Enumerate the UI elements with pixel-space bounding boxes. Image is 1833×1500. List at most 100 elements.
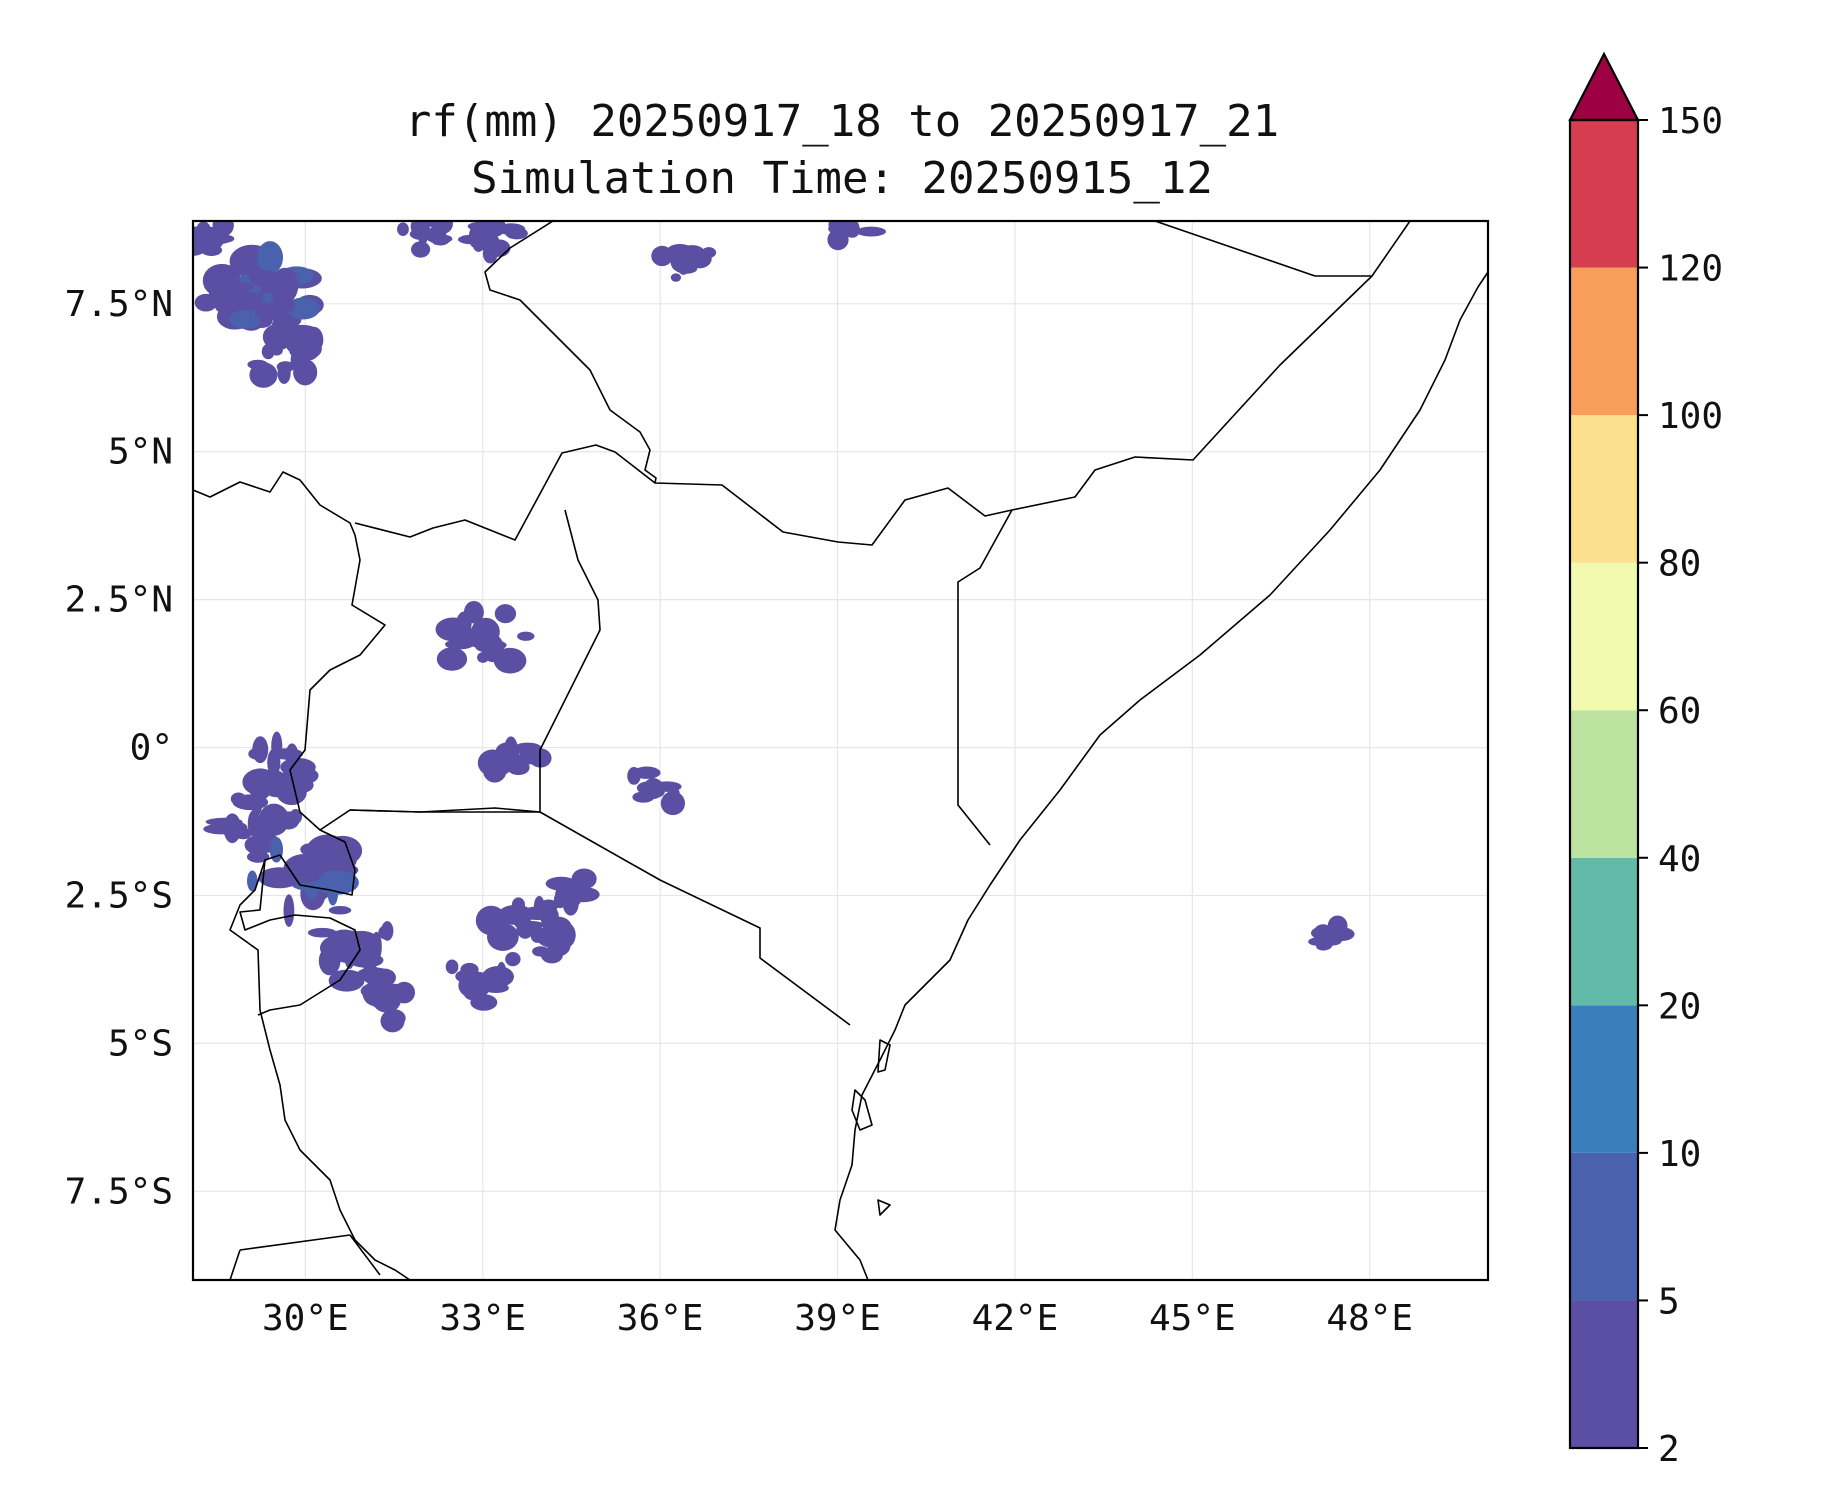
rain-cell [380, 1009, 405, 1033]
rain-cell [472, 236, 485, 252]
colorbar-segment [1570, 710, 1638, 858]
rain-cell [271, 731, 283, 761]
rain-cell [269, 836, 284, 863]
rain-cell [436, 647, 468, 671]
rain-cell [411, 241, 431, 258]
x-tick-label: 39°E [794, 1298, 881, 1339]
colorbar-segment [1570, 562, 1638, 711]
colorbar-frame [1568, 118, 1640, 1450]
rain-cell [643, 778, 664, 800]
map-title-line2: Simulation Time: 20250915_12 [471, 153, 1213, 204]
rain-cell [467, 221, 495, 232]
rain-cell [463, 600, 484, 624]
rain-cell [495, 742, 521, 760]
rain-cell [435, 221, 453, 234]
rain-cell [474, 639, 488, 652]
border-ethiopia-somalia-east [1011, 275, 1373, 511]
rain-cell [211, 232, 224, 246]
rain-cell [194, 293, 218, 312]
colorbar-label: 80 [1658, 544, 1701, 585]
y-tick-label: 5°N [108, 432, 173, 473]
rain-cell [507, 760, 530, 776]
rain-cell [836, 228, 849, 246]
rain-cell [307, 927, 337, 938]
rain-cell [856, 221, 865, 222]
island-zanzibar [851, 1089, 873, 1131]
border-southsudan-north [193, 471, 356, 536]
rain-cell [286, 297, 320, 320]
rain-cell [283, 894, 295, 928]
rain-cell [481, 634, 504, 663]
rain-cell [397, 222, 409, 237]
border-drc-east [229, 859, 411, 1280]
rain-cell [250, 271, 280, 287]
rain-cell [252, 736, 269, 764]
colorbar-label: 20 [1658, 986, 1701, 1027]
gridlines [193, 221, 1488, 1280]
rainfall-layer [193, 221, 1355, 1033]
country-borders [193, 221, 1488, 1280]
rain-cell [327, 881, 339, 906]
rain-cell [584, 873, 597, 883]
border-kenya-tanzania [539, 811, 851, 1026]
colorbar-label: 5 [1658, 1281, 1680, 1322]
rain-cell [476, 228, 497, 241]
rain-cell [223, 821, 248, 834]
rain-cell [261, 343, 275, 360]
rain-cell [505, 952, 521, 967]
rain-cell [482, 243, 498, 264]
border-malawi [349, 1234, 381, 1276]
rain-cell [282, 766, 319, 785]
rain-cell [516, 918, 534, 939]
x-tick-label: 48°E [1326, 1298, 1413, 1339]
rain-cell [561, 891, 575, 909]
rain-cell [328, 905, 352, 915]
border-rwanda-burundi [239, 829, 361, 1016]
y-tick-label: 0° [130, 728, 173, 769]
border-uganda [289, 509, 601, 831]
rain-cell [418, 228, 429, 245]
rain-cell [393, 981, 416, 1004]
rain-cell [1328, 927, 1355, 942]
colorbar-label: 120 [1658, 249, 1723, 290]
border-lake-victoria-tanzania [349, 809, 540, 813]
rain-cell [445, 627, 477, 644]
rain-cell [505, 227, 528, 240]
colorbar-label: 2 [1658, 1429, 1680, 1470]
rain-cell [571, 868, 597, 890]
rain-cell [305, 834, 349, 870]
x-axis-ticks: 30°E 33°E 36°E 39°E 42°E 45°E 48°E [262, 1298, 1413, 1339]
x-tick-label: 45°E [1149, 1298, 1236, 1339]
coastline [834, 271, 1488, 1280]
map-background [193, 221, 1488, 1280]
x-tick-label: 42°E [972, 1298, 1059, 1339]
rain-cell [290, 346, 309, 374]
colorbar-label: 150 [1658, 101, 1723, 142]
rain-cell [257, 241, 284, 274]
rain-cell [246, 850, 270, 863]
border-zambia-tanzania [239, 1234, 351, 1251]
border-zambia-south [229, 1249, 241, 1280]
rain-cell [300, 843, 319, 856]
rain-cell [255, 306, 283, 321]
y-tick-label: 5°S [108, 1023, 173, 1064]
rain-cell [262, 292, 274, 304]
colorbar-segment [1570, 1300, 1638, 1448]
rain-cell [856, 226, 886, 237]
colorbar-segment [1570, 415, 1638, 563]
rain-cell [533, 926, 545, 936]
rain-cell [258, 867, 301, 889]
colorbar-segment [1570, 1152, 1638, 1301]
rain-cell [486, 761, 511, 776]
rain-cell [482, 982, 509, 993]
rain-cell [284, 336, 308, 346]
colorbar-segment [1570, 1005, 1638, 1153]
border-sudan-ethiopia [484, 221, 657, 484]
rain-cell [277, 362, 291, 384]
rain-cell [289, 809, 303, 825]
rain-cell [247, 359, 269, 370]
y-tick-label: 2.5°S [65, 875, 173, 916]
rain-cell [475, 905, 507, 936]
rain-cell [247, 809, 261, 838]
